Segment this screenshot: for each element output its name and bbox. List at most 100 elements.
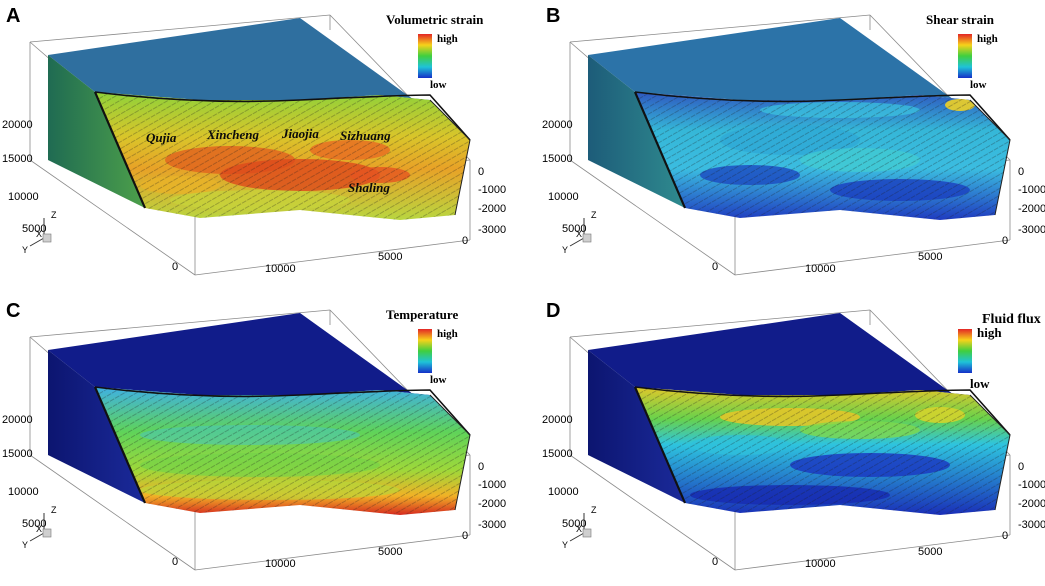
legend: Shear strain high low bbox=[926, 12, 998, 91]
y-tick-label: 5000 bbox=[22, 518, 46, 530]
z-tick-label: 0 bbox=[478, 461, 484, 473]
axis-ticks: 20000 15000 10000 5000 0 10000 5000 0 0 -1000 -200… bbox=[2, 414, 506, 570]
fault-right-edge bbox=[429, 394, 471, 511]
fault-top-edge bbox=[634, 91, 1011, 141]
legend-colorbar bbox=[418, 329, 432, 373]
x-axis-letter: X bbox=[36, 524, 42, 534]
axis-ticks: 20000 15000 10000 5000 0 10000 5000 0 0 -1000 -200… bbox=[2, 119, 506, 275]
top-surface bbox=[588, 313, 1010, 435]
z-tick-label: -1000 bbox=[1018, 184, 1045, 196]
panel-letter: D bbox=[546, 300, 560, 322]
legend-high-label: high bbox=[977, 325, 1002, 340]
legend-high-label: high bbox=[437, 328, 458, 340]
side-wall bbox=[48, 55, 145, 208]
y-axis-letter: Y bbox=[22, 245, 28, 255]
legend-low-label: low bbox=[970, 79, 987, 91]
x-tick-label: 10000 bbox=[805, 263, 836, 275]
side-wall bbox=[588, 55, 685, 208]
z-tick-label: -1000 bbox=[478, 479, 506, 491]
fault-right-edge bbox=[429, 99, 471, 216]
y-tick-label: 15000 bbox=[542, 153, 573, 165]
fault-top-edge bbox=[94, 386, 471, 436]
legend-low-label: low bbox=[970, 376, 990, 391]
x-tick-label: 10000 bbox=[805, 558, 836, 570]
z-tick-label: 0 bbox=[1018, 166, 1024, 178]
y-tick-label: 5000 bbox=[562, 518, 586, 530]
fault-top-edge bbox=[94, 91, 471, 141]
panel-letter: B bbox=[546, 5, 560, 27]
legend: Volumetric strain high low bbox=[386, 12, 484, 91]
z-tick-label: -1000 bbox=[478, 184, 506, 196]
y-tick-label: 20000 bbox=[2, 119, 33, 131]
y-tick-label: 0 bbox=[172, 556, 178, 568]
legend-colorbar bbox=[958, 329, 972, 373]
fault-trace bbox=[633, 386, 687, 504]
legend-title: Volumetric strain bbox=[386, 12, 484, 27]
legend-title: Shear strain bbox=[926, 12, 995, 27]
legend-low-label: low bbox=[430, 79, 447, 91]
x-axis-letter: X bbox=[576, 229, 582, 239]
x-tick-label: 0 bbox=[1002, 530, 1008, 542]
legend-colorbar bbox=[958, 34, 972, 78]
z-tick-label: 0 bbox=[1018, 461, 1024, 473]
y-tick-label: 10000 bbox=[548, 191, 579, 203]
y-tick-label: 0 bbox=[712, 556, 718, 568]
x-tick-label: 5000 bbox=[378, 251, 402, 263]
x-tick-label: 0 bbox=[1002, 235, 1008, 247]
z-tick-label: -3000 bbox=[478, 224, 506, 236]
fault-trace bbox=[93, 386, 147, 504]
z-tick-label: -2000 bbox=[1018, 498, 1045, 510]
orientation-triad: ZXY bbox=[562, 505, 597, 550]
panel-letter: A bbox=[6, 5, 20, 27]
top-surface bbox=[588, 18, 1010, 140]
panel-c: C Temperature high low 20000 15000 10000 5000 0 1… bbox=[2, 300, 506, 571]
vector-field bbox=[95, 387, 470, 515]
x-tick-label: 5000 bbox=[918, 546, 942, 558]
x-tick-label: 10000 bbox=[265, 558, 296, 570]
y-tick-label: 10000 bbox=[8, 191, 39, 203]
y-tick-label: 20000 bbox=[542, 119, 573, 131]
fault-trace bbox=[93, 91, 147, 209]
y-axis-letter: Y bbox=[562, 245, 568, 255]
y-tick-label: 20000 bbox=[2, 414, 33, 426]
y-tick-label: 15000 bbox=[542, 448, 573, 460]
place-name: Shaling bbox=[348, 180, 390, 195]
z-tick-label: -3000 bbox=[478, 519, 506, 531]
legend: Temperature high low bbox=[386, 307, 458, 386]
vector-field bbox=[635, 387, 1010, 515]
x-tick-label: 10000 bbox=[265, 263, 296, 275]
z-tick-label: -1000 bbox=[1018, 479, 1045, 491]
y-tick-label: 0 bbox=[712, 261, 718, 273]
y-tick-label: 5000 bbox=[562, 223, 586, 235]
panel-b: B Shear strain high low 20000 15000 10000 5000 0… bbox=[542, 5, 1045, 276]
x-axis-letter: X bbox=[576, 524, 582, 534]
side-wall bbox=[48, 350, 145, 503]
y-axis-letter: Y bbox=[22, 540, 28, 550]
z-tick-label: -2000 bbox=[478, 498, 506, 510]
legend-high-label: high bbox=[437, 33, 458, 45]
x-tick-label: 5000 bbox=[378, 546, 402, 558]
legend-colorbar bbox=[418, 34, 432, 78]
z-tick-label: -2000 bbox=[1018, 203, 1045, 215]
place-name: Xincheng bbox=[206, 127, 260, 142]
fault-right-edge bbox=[969, 99, 1011, 216]
panel-letter: C bbox=[6, 300, 20, 322]
z-axis-letter: Z bbox=[51, 210, 57, 220]
fault-top-edge bbox=[634, 386, 1011, 436]
orientation-triad: ZXY bbox=[22, 210, 57, 255]
y-tick-label: 0 bbox=[172, 261, 178, 273]
x-tick-label: 5000 bbox=[918, 251, 942, 263]
axis-ticks: 20000 15000 10000 5000 0 10000 5000 0 0 -1000 -200… bbox=[542, 414, 1045, 570]
vector-field bbox=[635, 92, 1010, 220]
top-surface bbox=[48, 313, 470, 435]
z-tick-label: 0 bbox=[478, 166, 484, 178]
fault-trace bbox=[633, 91, 687, 209]
z-axis-letter: Z bbox=[51, 505, 57, 515]
place-names: Qujia Xincheng Jiaojia Sizhuang Shaling bbox=[146, 126, 391, 195]
x-axis-letter: X bbox=[36, 229, 42, 239]
legend-title: Fluid flux bbox=[982, 312, 1041, 327]
x-tick-label: 0 bbox=[462, 235, 468, 247]
z-tick-label: -2000 bbox=[478, 203, 506, 215]
